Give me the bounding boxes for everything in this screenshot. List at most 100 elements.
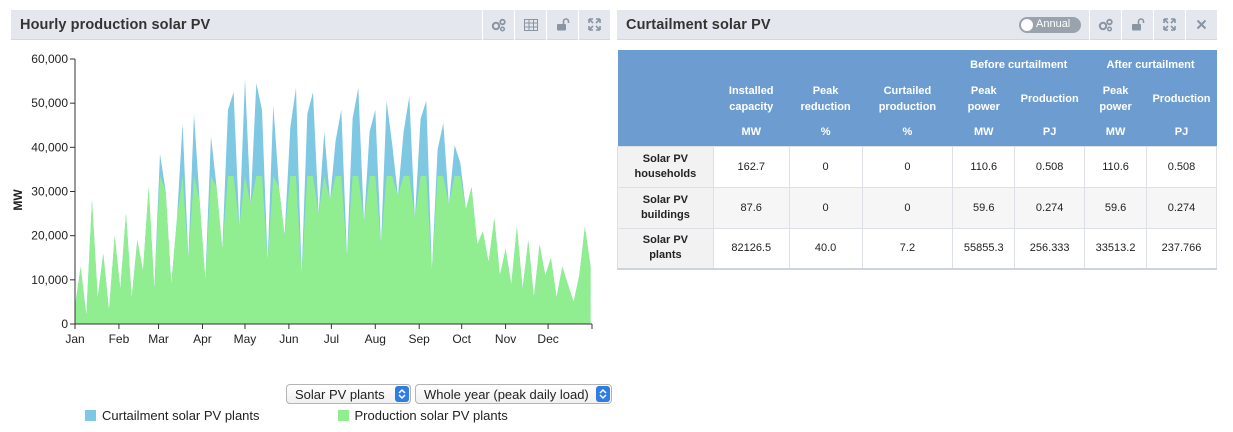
y-tick-label: 20,000 (31, 229, 68, 243)
table-icon[interactable] (514, 9, 546, 40)
unlock-icon[interactable] (1121, 9, 1153, 40)
column-header-line: Peak (1102, 85, 1129, 97)
table-row: Solar PV buildings 87.6 0 0 59.6 0.274 59… (617, 186, 1217, 229)
legend-label: Curtailment solar PV plants (102, 408, 260, 423)
x-tick-label: Apr (193, 332, 212, 346)
column-header-line: power (1099, 101, 1132, 113)
curtailment-table: Before curtailment After curtailment Ins… (617, 50, 1217, 270)
table-cell: 162.7 (712, 145, 790, 188)
unlock-icon[interactable] (546, 9, 578, 40)
table-group-header-row: Before curtailment After curtailment (617, 50, 1217, 80)
table-cell: 256.333 (1014, 227, 1086, 270)
column-header-line: Curtailed (883, 85, 932, 97)
period-select-value: Whole year (peak daily load) (424, 386, 589, 402)
x-tick-label: Feb (109, 332, 130, 346)
select-caret-icon (596, 386, 610, 402)
panel-title: Hourly production solar PV (20, 16, 211, 33)
table-cell: 110.6 (952, 145, 1016, 188)
x-tick-label: Aug (365, 332, 386, 346)
annual-toggle[interactable]: Annual (1019, 16, 1081, 33)
y-tick-label: 40,000 (31, 140, 68, 154)
row-header-line: households (634, 167, 697, 180)
table-cell: 59.6 (952, 186, 1016, 229)
table-cell: 82126.5 (712, 227, 790, 270)
period-select[interactable]: Whole year (peak daily load) (415, 384, 612, 404)
table-header-empty (862, 50, 953, 80)
column-header[interactable]: Peak power (1084, 80, 1147, 118)
column-header-line: Production (1020, 93, 1079, 105)
table-cell: 55855.3 (952, 227, 1016, 270)
legend-swatch (85, 410, 96, 421)
y-tick-label: 0 (61, 317, 68, 331)
x-tick-label: Sep (409, 332, 431, 346)
table-header-empty (617, 80, 714, 118)
x-tick-label: Dec (537, 332, 558, 346)
table-cell: 0 (788, 145, 863, 188)
x-tick-label: Jul (324, 332, 339, 346)
unit-label: MW (1084, 118, 1147, 146)
x-tick-label: Jan (65, 332, 84, 346)
y-axis-title: MW (11, 189, 25, 211)
toggle-knob (1021, 18, 1033, 31)
legend-item-production[interactable]: Production solar PV plants (337, 408, 508, 423)
column-header-line: production (878, 101, 937, 113)
column-header[interactable]: Peak reduction (789, 80, 863, 118)
y-tick-label: 30,000 (31, 185, 68, 199)
table-cell: 59.6 (1084, 186, 1147, 229)
source-select-value: Solar PV plants (295, 386, 385, 402)
expand-icon[interactable] (1153, 9, 1185, 40)
table-row: Solar PV households 162.7 0 0 110.6 0.508… (617, 145, 1217, 188)
table-cell: 40.0 (788, 227, 863, 270)
column-header[interactable]: Curtailed production (862, 80, 953, 118)
column-header[interactable]: Production (1014, 80, 1085, 118)
table-cell: 0 (861, 186, 954, 229)
table-cell: 0.508 (1146, 145, 1217, 188)
group-header-after: After curtailment (1084, 50, 1217, 80)
table-row: Solar PV plants 82126.5 40.0 7.2 55855.3 … (617, 227, 1217, 270)
column-header-line: Production (1152, 93, 1211, 105)
panel-header: Hourly production solar PV (11, 9, 610, 40)
settings-icon[interactable] (482, 9, 514, 40)
chart-filters: Solar PV plants Whole year (peak daily l… (286, 384, 612, 404)
unit-label: MW (952, 118, 1015, 146)
table-cell: 0 (788, 186, 863, 229)
row-header-line: plants (649, 249, 682, 262)
y-tick-label: 10,000 (31, 273, 68, 287)
column-header[interactable]: Peak power (952, 80, 1015, 118)
table-cell: 237.766 (1146, 227, 1217, 270)
table-header-empty (713, 50, 790, 80)
x-tick-label: May (234, 332, 257, 346)
x-tick-label: Oct (452, 332, 471, 346)
source-select[interactable]: Solar PV plants (286, 384, 411, 404)
hourly-production-chart: 0 10,000 20,000 30,000 40,000 50,000 60,000 Jan… (11, 52, 593, 346)
legend-item-curtailment[interactable]: Curtailment solar PV plants (85, 408, 260, 423)
row-header-line: Solar PV (642, 193, 689, 206)
select-caret-icon (395, 386, 409, 402)
unit-label: % (789, 118, 863, 146)
table-cell: 0.274 (1014, 186, 1086, 229)
x-tick-label: Nov (495, 332, 516, 346)
panel-toolbar: Annual (1019, 9, 1217, 40)
close-icon[interactable] (1185, 9, 1217, 40)
table-cell: 33513.2 (1084, 227, 1147, 270)
column-header[interactable]: Production (1146, 80, 1217, 118)
x-tick-label: Mar (148, 332, 169, 346)
table-header-empty (617, 118, 714, 146)
group-header-before: Before curtailment (952, 50, 1085, 80)
curtailment-table-wrap: Before curtailment After curtailment Ins… (617, 50, 1217, 270)
expand-icon[interactable] (578, 9, 610, 40)
production-area (75, 176, 591, 324)
table-cell: 110.6 (1084, 145, 1147, 188)
table-column-header-row: Installed capacity Peak reduction Curtaile… (617, 80, 1217, 118)
settings-icon[interactable] (1089, 9, 1121, 40)
column-header[interactable]: Installed capacity (713, 80, 790, 118)
column-header-line: power (967, 101, 1000, 113)
column-header-line: Peak (970, 85, 997, 97)
chart-legend: Curtailment solar PV plants Production s… (85, 408, 586, 423)
unit-label: PJ (1146, 118, 1217, 146)
x-tick-label: Jun (279, 332, 298, 346)
legend-swatch (337, 410, 349, 421)
table-units-row: MW % % MW PJ MW PJ (617, 118, 1217, 146)
table-cell: 0 (861, 145, 954, 188)
table-cell: 87.6 (712, 186, 790, 229)
